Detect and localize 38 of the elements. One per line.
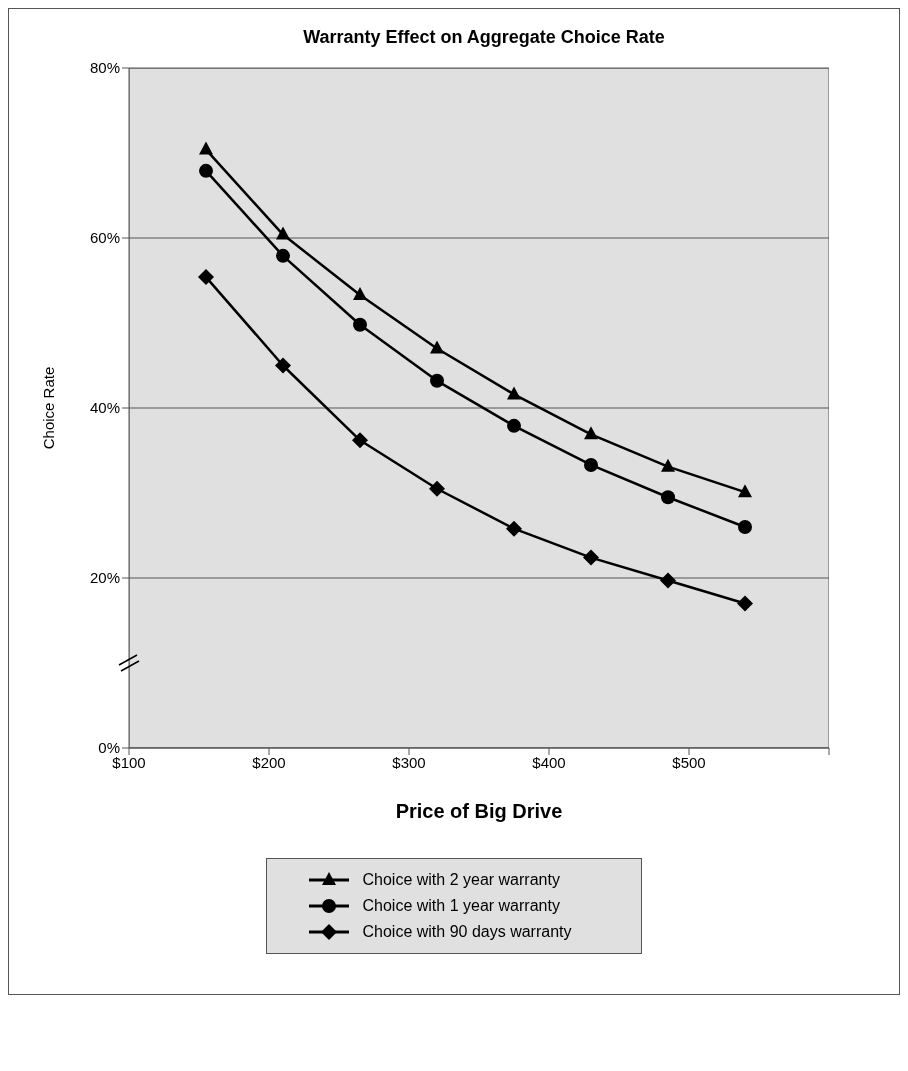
point: [584, 426, 598, 440]
legend-label: Choice with 90 days warranty: [362, 923, 572, 941]
point: [352, 432, 368, 449]
point: [430, 373, 444, 388]
point: [275, 357, 291, 374]
y-tick-label: 60%: [89, 229, 120, 247]
point: [661, 458, 675, 472]
x-tick-label: $300: [392, 753, 426, 771]
point: [276, 226, 290, 240]
point: [198, 269, 214, 286]
point: [738, 484, 752, 498]
y-axis-title: Choice Rate: [40, 366, 58, 450]
point: [583, 549, 599, 566]
point: [507, 418, 521, 433]
point: [353, 286, 367, 300]
point: [507, 386, 521, 400]
point: [737, 595, 753, 612]
y-tick-label: 20%: [89, 569, 120, 587]
x-tick-label: $400: [532, 753, 566, 771]
point: [430, 340, 444, 354]
point: [276, 248, 290, 263]
point: [429, 480, 445, 497]
point: [738, 520, 752, 534]
chart-title: Warranty Effect on Aggregate Choice Rate: [302, 27, 666, 48]
x-axis-title: Price of Big Drive: [395, 800, 563, 822]
point: [506, 520, 522, 537]
point: [199, 163, 213, 178]
y-tick-label: 40%: [89, 399, 120, 417]
legend-label: Choice with 1 year warranty: [362, 897, 560, 915]
point: [199, 141, 213, 155]
x-tick-label: $500: [672, 753, 706, 771]
y-tick-label: 80%: [89, 59, 120, 77]
x-tick-label: $200: [252, 753, 286, 771]
point: [661, 490, 675, 505]
point: [353, 317, 367, 332]
point: [584, 457, 598, 472]
point: [660, 572, 676, 589]
legend-label: Choice with 2 year warranty: [362, 871, 560, 889]
